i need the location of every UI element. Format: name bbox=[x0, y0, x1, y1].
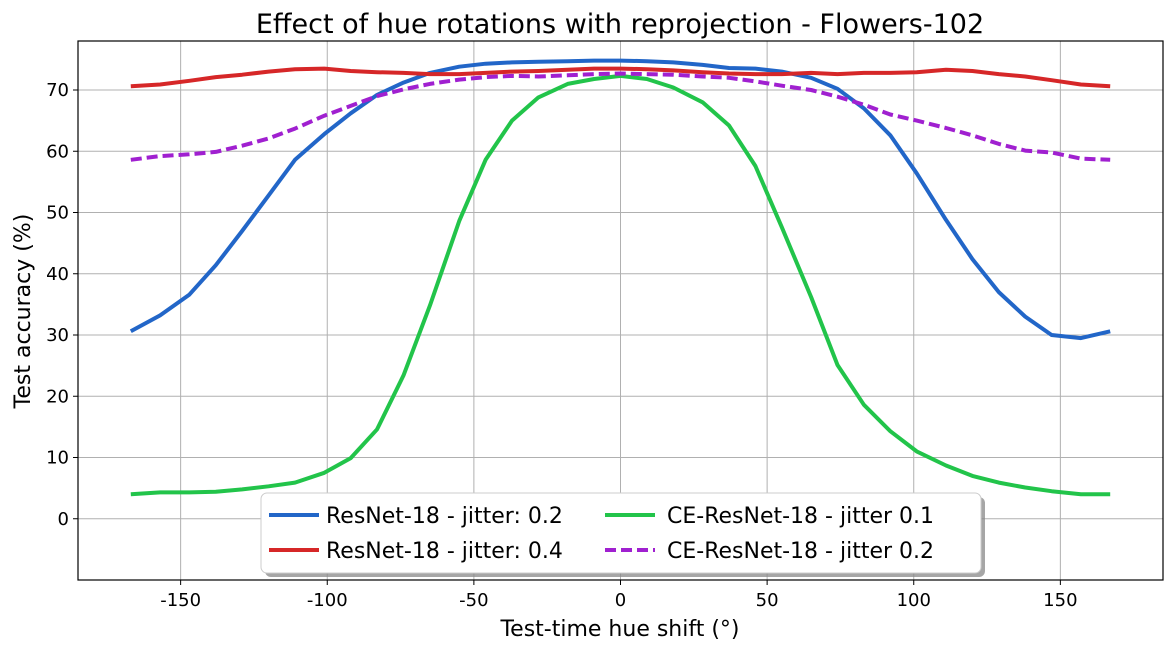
y-tick-label: 30 bbox=[46, 325, 69, 346]
y-axis-ticks: 0 10 20 30 40 50 60 70 bbox=[46, 80, 78, 530]
series-line-4 bbox=[130, 71, 1111, 162]
x-tick-label: 0 bbox=[615, 590, 626, 611]
x-tick-label: 100 bbox=[897, 590, 931, 611]
x-axis-title: Test-time hue shift (°) bbox=[499, 617, 739, 642]
y-tick-label: 60 bbox=[46, 141, 69, 162]
chart-title: Effect of hue rotations with reprojectio… bbox=[256, 9, 984, 40]
y-axis-title: Test accuracy (%) bbox=[11, 214, 36, 410]
series-line-3 bbox=[130, 73, 1111, 497]
y-tick-label: 50 bbox=[46, 203, 69, 224]
series-lines bbox=[129, 58, 1111, 497]
x-tick-label: 50 bbox=[756, 590, 779, 611]
legend-box bbox=[260, 492, 982, 574]
legend-label-ce-resnet18-jitter-0-2: CE-ResNet-18 - jitter 0.2 bbox=[667, 539, 934, 564]
x-tick-label: 150 bbox=[1043, 590, 1077, 611]
x-tick-label: -150 bbox=[160, 590, 201, 611]
legend-label-resnet18-jitter-0-4: ResNet-18 - jitter: 0.4 bbox=[326, 539, 563, 564]
grid-lines bbox=[78, 41, 1163, 580]
x-axis-ticks: -150 -100 -50 0 50 100 150 bbox=[160, 580, 1078, 611]
legend-label-resnet18-jitter-0-2: ResNet-18 - jitter: 0.2 bbox=[326, 504, 563, 529]
y-tick-label: 10 bbox=[46, 448, 69, 469]
series-line-1 bbox=[129, 58, 1111, 341]
x-tick-label: -100 bbox=[307, 590, 348, 611]
y-tick-label: 0 bbox=[58, 509, 69, 530]
legend: ResNet-18 - jitter: 0.2 ResNet-18 - jitt… bbox=[260, 492, 985, 577]
y-tick-label: 70 bbox=[46, 80, 69, 101]
y-tick-label: 20 bbox=[46, 386, 69, 407]
x-tick-label: -50 bbox=[459, 590, 488, 611]
series-line-2 bbox=[130, 66, 1111, 89]
y-tick-label: 40 bbox=[46, 264, 69, 285]
legend-label-ce-resnet18-jitter-0-1: CE-ResNet-18 - jitter 0.1 bbox=[667, 504, 934, 529]
